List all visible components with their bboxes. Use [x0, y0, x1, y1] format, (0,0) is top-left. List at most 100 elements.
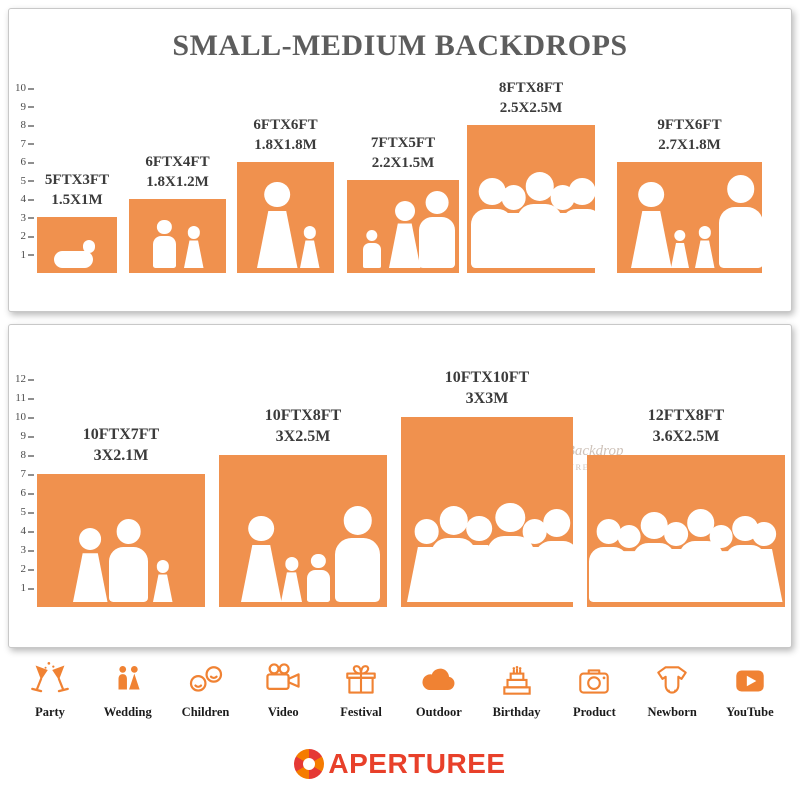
child-silhouette [153, 560, 173, 602]
bar-label: 9FTX6FT 2.7X1.8M [657, 116, 721, 155]
man-silhouette [719, 175, 763, 268]
category-outdoor: Outdoor [403, 658, 475, 720]
bar-size-m: 3.6X2.5M [652, 428, 720, 446]
child-silhouette [307, 554, 330, 603]
bar-label: 10FTX7FT 3X2.1M [83, 425, 159, 467]
children-icon [189, 666, 222, 692]
bar-size-m: 3X2.5M [275, 428, 331, 446]
bar-label: 6FTX6FT 1.8X1.8M [253, 116, 317, 155]
category-product: Product [558, 658, 630, 720]
axis-tick: 12 [15, 374, 34, 385]
axis-tick: 8 [21, 120, 35, 131]
category-label: Party [35, 705, 65, 719]
category-label: Newborn [647, 705, 697, 719]
man-silhouette [561, 178, 603, 268]
page-title: SMALL-MEDIUM BACKDROPS [172, 29, 628, 62]
bar-size-m: 1.8X1.2M [146, 173, 209, 190]
axis-tick: 9 [21, 431, 35, 442]
axis-tick: 7 [21, 469, 35, 480]
brand-name: APERTUREE [328, 748, 506, 779]
category-birthday: Birthday [481, 658, 553, 720]
man-silhouette [335, 506, 380, 603]
bar-size-ft: 6FTX4FT [145, 154, 210, 170]
category-label: YouTube [726, 705, 774, 719]
axis-tick: 1 [21, 583, 35, 594]
bar-label: 10FTX8FT 3X2.5M [265, 406, 341, 448]
baby-silhouette [54, 240, 96, 268]
bar-size-ft: 10FTX8FT [264, 407, 342, 425]
bar-size-ft: 10FTX7FT [82, 426, 160, 444]
bar-size-ft: 5FTX3FT [44, 172, 110, 188]
party-icon [31, 662, 69, 693]
category-festival: Festival [325, 658, 397, 720]
category-party: Party [14, 658, 86, 720]
bar-label: 10FTX10FT 3X3M [445, 368, 529, 410]
bar-size-m: 2.2X1.5M [371, 154, 435, 171]
backdrop-bar-9x6: 9FTX6FT 2.7X1.8M [617, 117, 763, 273]
axis-tick: 2 [21, 231, 35, 242]
top-bars: 5FTX3FT 1.5X1M 6FTX4FT 1.8X1.2M 6FTX6FT … [35, 80, 787, 273]
newborn-icon [657, 666, 687, 694]
backdrop-bar-12x8: 12FTX8FT 3.6X2.5M [587, 407, 785, 607]
wedding-icon [118, 666, 140, 690]
bar-size-ft: 7FTX5FT [370, 135, 436, 151]
woman-silhouette [73, 528, 108, 602]
birthday-icon [502, 666, 531, 695]
product-icon [579, 669, 610, 694]
axis-tick: 1 [21, 249, 35, 261]
woman-silhouette [389, 201, 421, 268]
axis-tick: 10 [15, 83, 34, 94]
axis-tick: 10 [15, 412, 34, 423]
child-silhouette [695, 226, 715, 268]
bar-size-m: 3X3M [465, 390, 509, 408]
backdrop-bar-10x7: 10FTX7FT 3X2.1M [37, 426, 205, 607]
child-silhouette [300, 226, 320, 268]
axis-tick: 3 [21, 212, 35, 224]
axis-tick: 7 [21, 138, 35, 150]
bar-size-m: 1.8X1.8M [254, 136, 317, 153]
axis-tick: 5 [21, 507, 35, 518]
outdoor-icon [422, 668, 455, 690]
category-video: Video [247, 658, 319, 720]
brand-logo: APERTUREE [0, 748, 800, 780]
bar-label: 8FTX8FT 2.5X2.5M [499, 79, 563, 118]
woman-silhouette [745, 522, 783, 602]
backdrop-bar-8x8: 8FTX8FT 2.5X2.5M [467, 80, 603, 273]
man-silhouette [109, 519, 148, 603]
category-label: Wedding [103, 705, 152, 719]
category-label: Festival [340, 705, 382, 719]
axis-tick: 6 [21, 488, 35, 499]
bottom-bars: 10FTX7FT 3X2.1M 10FTX8FT 3X2.5M 10FTX10F… [35, 369, 787, 607]
backdrop-bar-6x6: 6FTX6FT 1.8X1.8M [237, 117, 334, 273]
top-panel: SMALL-MEDIUM BACKDROPS 1 2 3 4 5 6 7 8 9 10 5FTX3… [8, 8, 792, 312]
y-axis-bottom: 1 2 3 4 5 6 7 8 9 10 11 12 [12, 372, 34, 607]
category-wedding: Wedding [92, 658, 164, 720]
aperture-icon [294, 749, 325, 779]
bar-label: 6FTX4FT 1.8X1.2M [145, 153, 209, 192]
video-icon [266, 663, 300, 690]
category-newborn: Newborn [636, 658, 708, 720]
bar-size-m: 1.5X1M [51, 191, 103, 208]
child-silhouette [153, 220, 176, 269]
woman-silhouette [631, 182, 672, 268]
bar-size-ft: 12FTX8FT [647, 407, 725, 425]
backdrop-bar-10x10: 10FTX10FT 3X3M [401, 369, 579, 607]
backdrop-bar-10x8: 10FTX8FT 3X2.5M [219, 407, 387, 607]
axis-tick: 6 [21, 157, 35, 168]
category-label: Children [181, 705, 230, 719]
woman-silhouette [257, 182, 298, 268]
bar-label: 7FTX5FT 2.2X1.5M [371, 134, 435, 173]
festival-icon [346, 665, 376, 694]
man-silhouette [535, 509, 579, 602]
axis-tick: 3 [21, 545, 35, 556]
bar-size-ft: 10FTX10FT [444, 369, 530, 387]
bar-size-ft: 8FTX8FT [498, 80, 564, 96]
youtube-icon [736, 670, 764, 692]
woman-silhouette [241, 516, 282, 602]
bar-size-ft: 6FTX6FT [253, 117, 318, 133]
category-label: Birthday [492, 705, 541, 719]
axis-tick: 5 [21, 175, 35, 187]
axis-tick: 8 [21, 450, 35, 461]
backdrop-bar-7x5: 7FTX5FT 2.2X1.5M [347, 135, 459, 273]
